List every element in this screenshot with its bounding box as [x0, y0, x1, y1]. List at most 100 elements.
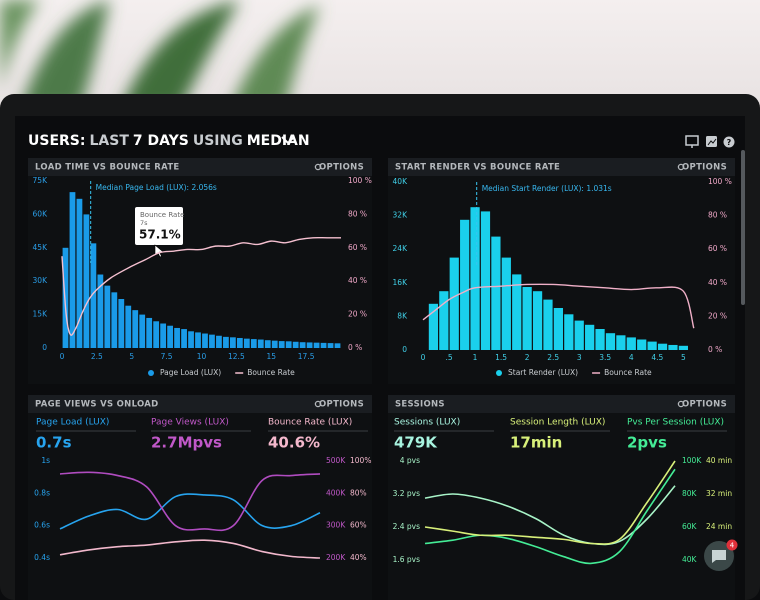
histogram-bar	[439, 291, 449, 350]
histogram-bar	[216, 335, 222, 348]
x-tick-label: .5	[445, 353, 452, 362]
options-button[interactable]: OPTIONS	[682, 163, 727, 173]
histogram-bar	[236, 337, 243, 348]
y3-tick-label: 40%	[350, 553, 367, 562]
histogram-bar	[69, 192, 76, 348]
y2-tick-label: 20 %	[708, 311, 727, 320]
stat-value: 17min	[510, 434, 562, 452]
x-tick-label: 0	[60, 352, 65, 361]
histogram-bar	[647, 341, 657, 350]
histogram-bar	[181, 329, 187, 348]
x-tick-label: 2.5	[91, 352, 103, 361]
histogram-bar	[264, 340, 271, 348]
toolbar-icons[interactable]: ?	[685, 135, 735, 148]
histogram-bar	[174, 327, 180, 348]
y-tick-label: 15K	[33, 310, 49, 319]
stat-value: 2pvs	[627, 434, 667, 452]
y-tick-label: 4 pvs	[400, 456, 420, 465]
tooltip-title: Bounce Rate	[140, 211, 184, 219]
histogram-bar	[278, 341, 285, 348]
median-label: Median Start Render (LUX): 1.031s	[482, 184, 612, 193]
y2-tick-label: 60K	[682, 522, 698, 531]
y2-tick-label: 80K	[682, 489, 698, 498]
stat-label: Page Views (LUX)	[151, 418, 229, 428]
panel-header	[388, 158, 735, 176]
y3-tick-label: 80%	[350, 488, 367, 497]
y-tick-label: 0.8s	[34, 488, 50, 497]
y-tick-label: 0.6s	[34, 521, 50, 530]
y2-tick-label: 60 %	[708, 244, 727, 253]
histogram-bar	[76, 198, 83, 348]
histogram-bar	[209, 334, 215, 348]
dropdown-chevron[interactable]	[281, 136, 295, 145]
histogram-bar	[250, 339, 257, 348]
y-tick-label: 1.6 pvs	[393, 555, 421, 564]
series-line	[59, 493, 321, 530]
x-tick-label: 5	[129, 352, 134, 361]
histogram-bar	[292, 341, 299, 348]
svg-text:?: ?	[727, 138, 732, 147]
histogram-bar	[153, 321, 160, 348]
options-icon[interactable]	[314, 163, 322, 171]
histogram-bar	[146, 317, 153, 348]
histogram-bar	[167, 325, 173, 348]
histogram-bar	[125, 305, 132, 348]
options-button[interactable]: OPTIONS	[319, 400, 364, 410]
histogram-bar	[491, 236, 501, 350]
histogram-bar	[522, 287, 532, 350]
y2-tick-label: 20 %	[348, 310, 367, 319]
x-tick-label: 4	[629, 353, 634, 362]
histogram-bar	[532, 291, 543, 350]
options-icon[interactable]	[314, 400, 322, 408]
x-tick-label: 3	[577, 353, 582, 362]
histogram-bar	[97, 274, 104, 348]
histogram-bar	[90, 243, 97, 348]
histogram-bar	[202, 333, 208, 348]
y2-tick-label: 0 %	[348, 343, 362, 352]
histogram-bar	[678, 345, 688, 350]
y-tick-label: 0	[402, 345, 407, 354]
stat-value: 0.7s	[36, 434, 72, 452]
options-icon[interactable]	[677, 163, 685, 171]
series-line	[59, 539, 321, 559]
x-tick-label: 5	[681, 353, 686, 362]
x-tick-label: 15	[266, 352, 276, 361]
series-line	[424, 468, 676, 565]
panel-title: START RENDER VS BOUNCE RATE	[395, 163, 560, 173]
options-button[interactable]: OPTIONS	[319, 163, 364, 173]
y2-tick-label: 60 %	[348, 243, 367, 252]
y2-tick-label: 100 %	[348, 176, 372, 185]
histogram-bar	[564, 314, 574, 350]
legend-swatch	[496, 370, 502, 376]
header-title: USERS: LAST 7 DAYS USING MEDIAN	[28, 133, 310, 149]
histogram-bar	[320, 342, 327, 348]
y2-tick-label: 40 %	[348, 276, 367, 285]
y2-tick-label: 500K	[326, 456, 346, 465]
chat-button[interactable]	[704, 539, 738, 572]
y-tick-label: 3.2 pvs	[393, 489, 421, 498]
histogram-bar	[104, 285, 111, 348]
histogram-bar	[132, 310, 139, 348]
x-tick-label: 1	[473, 353, 478, 362]
histogram-bar	[223, 336, 229, 348]
options-button[interactable]: OPTIONS	[682, 400, 727, 410]
y-tick-label: 45K	[33, 243, 49, 252]
histogram-bar	[118, 299, 125, 348]
histogram-bar	[449, 257, 459, 350]
legend-label: Page Load (LUX)	[160, 368, 221, 377]
y-tick-label: 32K	[393, 211, 409, 220]
panel	[388, 413, 735, 600]
y-tick-label: 8K	[397, 311, 408, 320]
histogram-bar	[299, 342, 306, 348]
histogram-bar	[637, 339, 647, 350]
histogram-bar	[111, 292, 118, 348]
histogram-bar	[657, 343, 668, 350]
histogram-bar	[460, 219, 470, 350]
panel-title: SESSIONS	[395, 400, 445, 410]
y-tick-label: 0.4s	[34, 553, 50, 562]
histogram-bar	[595, 329, 605, 350]
y-tick-label: 40K	[393, 177, 409, 186]
options-icon[interactable]	[677, 400, 685, 408]
header-title-part: USING	[193, 133, 243, 149]
